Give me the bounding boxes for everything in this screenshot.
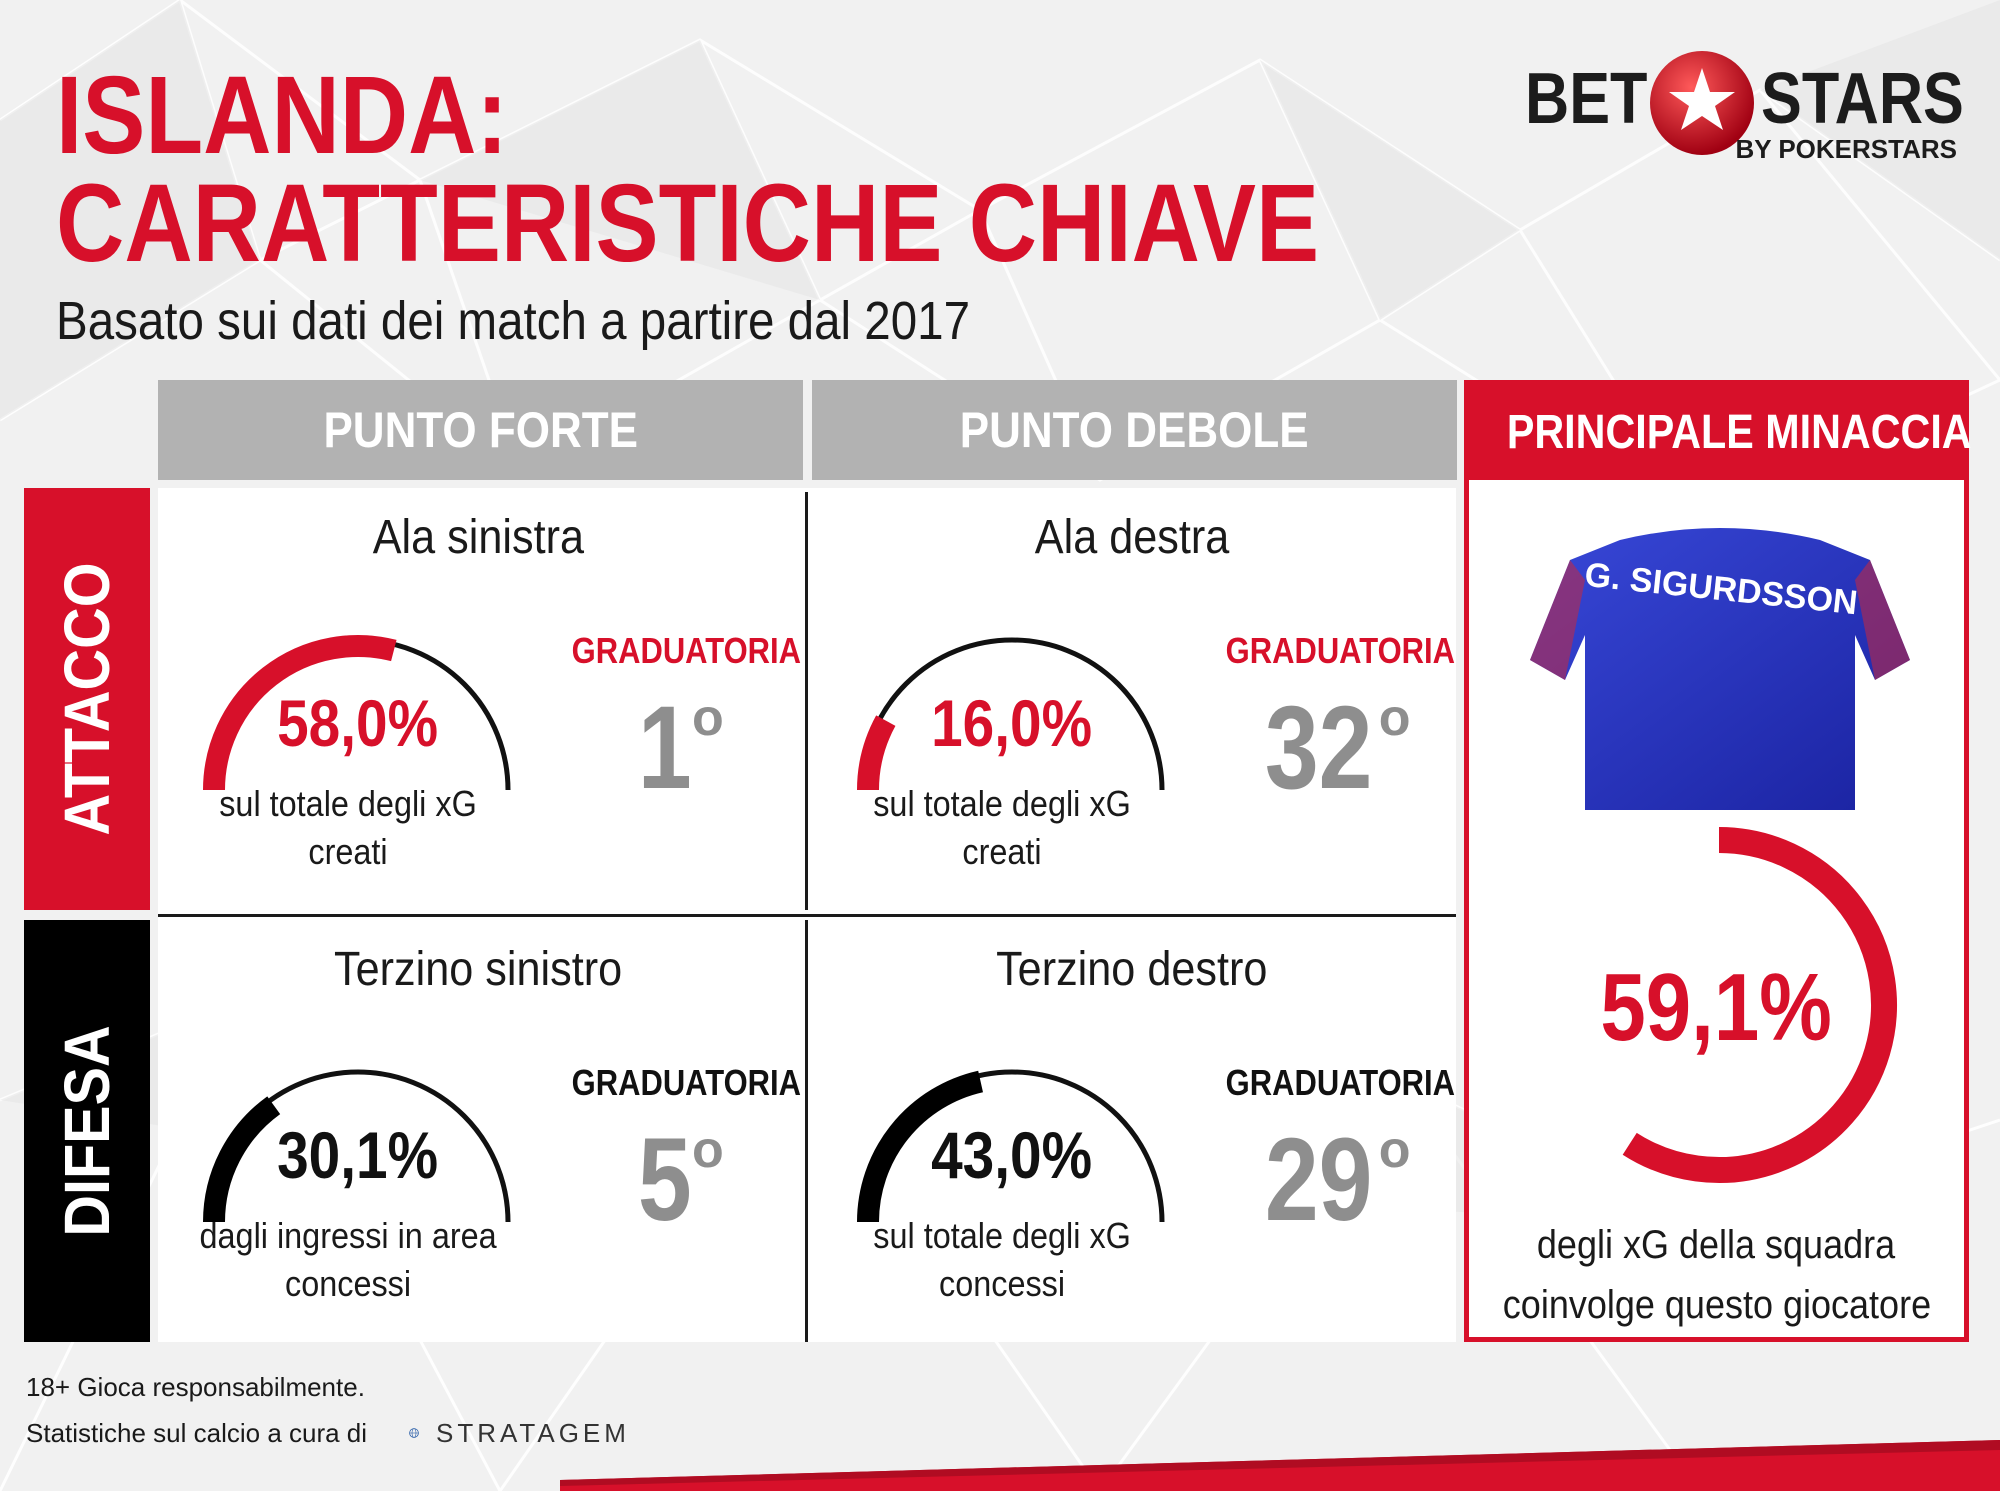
threat-ring-arc xyxy=(1622,827,1897,1183)
cell-position-name-text: Ala sinistra xyxy=(372,511,584,564)
row-label-attacco-text: ATTACCO xyxy=(51,562,123,836)
rank-value: 1o xyxy=(538,680,818,816)
title-line-1: ISLANDA: xyxy=(56,54,508,177)
rank-number: 5 xyxy=(638,1114,693,1246)
betstars-logo: BET STARS BY POKERSTARS xyxy=(1525,51,1964,168)
vertical-divider-bottom xyxy=(805,920,808,1342)
graduatoria-label-text: GRADUATORIA xyxy=(1225,1062,1456,1103)
threat-description-line-1: degli xG della squadra xyxy=(1537,1223,1896,1267)
star-ball-icon xyxy=(1650,51,1754,155)
graduatoria-label: GRADUATORIA xyxy=(1207,630,1457,672)
header-punto-forte: PUNTO FORTE xyxy=(158,380,803,480)
cell-position-name: Terzino destro xyxy=(812,942,1452,997)
header-principale-minaccia: PRINCIPALE MINACCIA xyxy=(1469,385,1972,480)
header-punto-debole-label: PUNTO DEBOLE xyxy=(960,402,1309,458)
graduatoria-label: GRADUATORIA xyxy=(1207,1062,1457,1104)
gauge-arc xyxy=(857,1069,1165,1223)
title-line-2: CARATTERISTICHE CHIAVE xyxy=(56,162,1320,285)
row-label-difesa: DIFESA xyxy=(24,920,150,1342)
gauge-value-arc xyxy=(203,635,397,791)
jersey-icon: G. SIGURDSSON xyxy=(1530,528,1910,810)
graduatoria-label-text: GRADUATORIA xyxy=(1225,630,1456,671)
cell-attacco-debole: Ala destra 16,0% sul totale degli xG cre… xyxy=(812,490,1455,910)
cell-description: dagli ingressi in area concessi xyxy=(168,1212,528,1308)
header-punto-debole: PUNTO DEBOLE xyxy=(812,380,1457,480)
graduatoria-label: GRADUATORIA xyxy=(553,630,803,672)
cell-position-name: Ala destra xyxy=(812,510,1452,565)
rank-degree: o xyxy=(691,689,724,747)
page-subtitle: Basato sui dati dei match a partire dal … xyxy=(56,291,971,351)
stratagem-brand: STRATAGEM xyxy=(436,1418,630,1448)
logo-by-text: BY POKERSTARS xyxy=(1735,134,1957,164)
threat-description-line-2: coinvolge questo giocatore xyxy=(1502,1283,1931,1327)
cell-description-line-2: concessi xyxy=(938,1263,1066,1304)
cell-percentage: 58,0% xyxy=(188,685,528,761)
rank-number: 32 xyxy=(1265,682,1373,814)
principale-minaccia-box: PRINCIPALE MINACCIA G. SIGURDSSON 59,1% … xyxy=(1464,380,1972,1342)
cell-position-name-text: Terzino destro xyxy=(996,943,1268,996)
rank-degree: o xyxy=(1378,689,1411,747)
cell-description: sul totale degli xG creati xyxy=(822,780,1182,876)
cell-description-line-1: sul totale degli xG creati xyxy=(873,783,1131,872)
gauge-value-arc xyxy=(857,715,896,791)
cell-percentage-text: 58,0% xyxy=(277,686,439,760)
rank-value: 29 o xyxy=(1192,1112,1472,1248)
rank-degree: o xyxy=(1378,1121,1411,1179)
cell-percentage: 16,0% xyxy=(842,685,1182,761)
cell-position-name: Ala sinistra xyxy=(158,510,798,565)
rank-number: 1 xyxy=(638,682,693,814)
cell-description-line-1: dagli ingressi in area xyxy=(199,1215,497,1256)
threat-ring-background xyxy=(1554,840,1884,1170)
gauge-arc xyxy=(203,635,511,791)
graduatoria-label: GRADUATORIA xyxy=(553,1062,803,1104)
cell-percentage-text: 30,1% xyxy=(277,1118,439,1192)
gauge-arc xyxy=(203,1069,511,1223)
logo-stars-text: STARS xyxy=(1761,59,1964,139)
row-label-attacco: ATTACCO xyxy=(24,488,150,910)
stats-credit: Statistiche sul calcio a cura di xyxy=(26,1418,368,1448)
threat-percentage-text: 59,1% xyxy=(1600,954,1833,1061)
vertical-divider-top xyxy=(805,492,808,910)
rank-number: 29 xyxy=(1265,1114,1373,1246)
threat-description: degli xG della squadra coinvolge questo … xyxy=(1469,1215,1964,1335)
cell-description-line-1: sul totale degli xG creati xyxy=(219,783,477,872)
row-label-difesa-text: DIFESA xyxy=(51,1025,123,1237)
cell-position-name-text: Terzino sinistro xyxy=(333,943,623,996)
rank-degree: o xyxy=(691,1121,724,1179)
cell-percentage: 43,0% xyxy=(842,1117,1182,1193)
cell-description: sul totale degli xG creati xyxy=(168,780,528,876)
header-punto-forte-label: PUNTO FORTE xyxy=(323,402,638,458)
cell-description-line-1: sul totale degli xG xyxy=(873,1215,1131,1256)
rank-value: 5o xyxy=(538,1112,818,1248)
stratagem-globe-icon xyxy=(409,1428,419,1438)
threat-percentage: 59,1% xyxy=(1469,953,1964,1063)
responsible-gambling-note: 18+ Gioca responsabilmente. xyxy=(26,1372,365,1402)
cell-description-line-2: concessi xyxy=(284,1263,412,1304)
header-principale-minaccia-label: PRINCIPALE MINACCIA xyxy=(1506,406,1972,459)
page-title: ISLANDA: CARATTERISTICHE CHIAVE xyxy=(56,61,1319,279)
cell-difesa-debole: Terzino destro 43,0% sul totale degli xG… xyxy=(812,922,1455,1342)
cell-position-name-text: Ala destra xyxy=(1034,511,1230,564)
logo-bet-text: BET xyxy=(1525,59,1648,139)
threat-ring-chart xyxy=(1554,827,1897,1183)
cell-percentage-text: 16,0% xyxy=(931,686,1093,760)
cell-description: sul totale degli xG concessi xyxy=(822,1212,1182,1308)
gauge-value-arc xyxy=(857,1070,984,1223)
cell-attacco-forte: Ala sinistra 58,0% sul totale degli xG c… xyxy=(158,490,801,910)
graduatoria-label-text: GRADUATORIA xyxy=(571,630,802,671)
graduatoria-label-text: GRADUATORIA xyxy=(571,1062,802,1103)
horizontal-divider xyxy=(158,914,1456,917)
cell-percentage-text: 43,0% xyxy=(931,1118,1093,1192)
gauge-value-arc xyxy=(203,1096,281,1223)
bottom-red-stripe xyxy=(560,1440,2000,1491)
gauge-arc xyxy=(857,637,1165,791)
cell-percentage: 30,1% xyxy=(188,1117,528,1193)
rank-value: 32 o xyxy=(1192,680,1472,816)
cell-difesa-forte: Terzino sinistro 30,1% dagli ingressi in… xyxy=(158,922,801,1342)
cell-position-name: Terzino sinistro xyxy=(158,942,798,997)
